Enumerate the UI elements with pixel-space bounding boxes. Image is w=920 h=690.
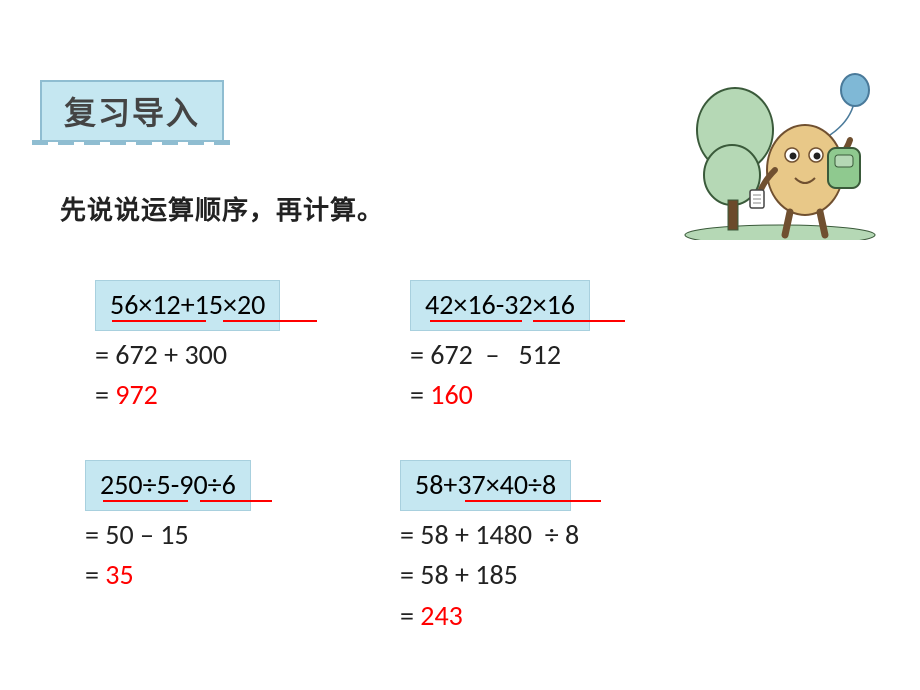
section-title-box: 复习导入 xyxy=(40,80,224,142)
step-line: = 160 xyxy=(410,375,590,416)
step-line: = 972 xyxy=(95,375,280,416)
priority-underline xyxy=(430,320,522,322)
instruction-text: 先说说运算顺序，再计算。 xyxy=(60,190,384,227)
priority-underline xyxy=(200,500,272,502)
dash xyxy=(110,140,126,145)
problem-4: 58+37×40÷8= 58 + 1480 ÷ 8= 58 + 185= 243 xyxy=(400,460,579,636)
priority-underline xyxy=(112,320,206,322)
priority-underline xyxy=(533,320,625,322)
expression-box: 58+37×40÷8 xyxy=(400,460,571,511)
step-line: = 58 + 185 xyxy=(400,555,579,596)
dash xyxy=(32,140,48,145)
expression-box: 42×16-32×16 xyxy=(410,280,590,331)
dash xyxy=(162,140,178,145)
step-line: = 58 + 1480 ÷ 8 xyxy=(400,515,579,556)
step-line: = 672 + 300 xyxy=(95,335,280,376)
title-dashes xyxy=(32,140,230,145)
step-line: = 35 xyxy=(85,555,251,596)
priority-underline xyxy=(103,500,188,502)
dash xyxy=(58,140,74,145)
section-title: 复习导入 xyxy=(64,95,200,131)
priority-underline xyxy=(223,320,317,322)
problem-1: 56×12+15×20= 672 + 300= 972 xyxy=(95,280,280,416)
problem-3: 250÷5-90÷6= 50 – 15= 35 xyxy=(85,460,251,596)
dash xyxy=(188,140,204,145)
cartoon-illustration xyxy=(680,70,880,240)
problem-2: 42×16-32×16= 672 – 512= 160 xyxy=(410,280,590,416)
expression-box: 56×12+15×20 xyxy=(95,280,280,331)
step-line: = 50 – 15 xyxy=(85,515,251,556)
step-line: = 243 xyxy=(400,596,579,637)
expression-box: 250÷5-90÷6 xyxy=(85,460,251,511)
dash xyxy=(214,140,230,145)
dash xyxy=(136,140,152,145)
priority-underline xyxy=(465,500,601,502)
dash xyxy=(84,140,100,145)
step-line: = 672 – 512 xyxy=(410,335,590,376)
